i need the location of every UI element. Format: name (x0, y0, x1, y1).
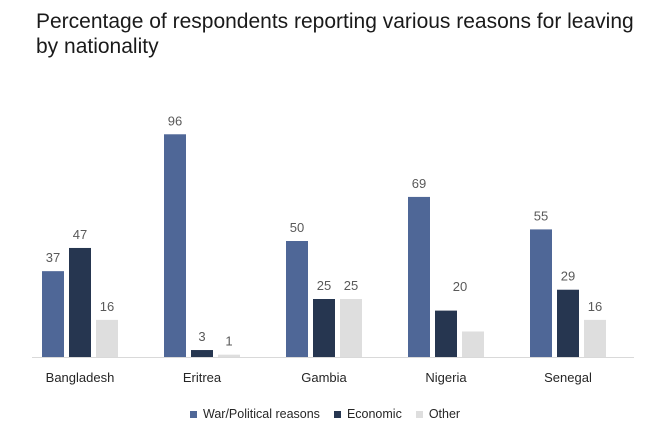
bar-eritrea-war-political-reasons (164, 134, 186, 357)
data-label-bangladesh-economic: 47 (73, 227, 87, 242)
data-label-eritrea-war-political-reasons: 96 (168, 113, 182, 128)
bar-senegal-war-political-reasons (530, 229, 552, 357)
extra-label-nigeria: 20 (453, 279, 467, 294)
bar-gambia-war-political-reasons (286, 241, 308, 357)
bar-nigeria-other (462, 331, 484, 357)
chart-title: Percentage of respondents reporting vari… (36, 10, 634, 58)
data-label-senegal-other: 16 (588, 299, 602, 314)
legend-swatch-war-political (190, 410, 197, 418)
bar-gambia-economic (313, 299, 335, 357)
bar-nigeria-war-political-reasons (408, 196, 430, 357)
legend: War/Political reasons Economic Other (190, 405, 474, 423)
legend-label-economic: Economic (346, 407, 402, 421)
data-label-nigeria-war-political-reasons: 69 (412, 176, 426, 191)
data-label-bangladesh-other: 16 (100, 299, 114, 314)
data-label-senegal-war-political-reasons: 55 (534, 208, 548, 223)
category-label-senegal: Senegal (544, 370, 592, 385)
legend-label-war-political: War/Political reasons (203, 407, 320, 421)
legend-item-economic: Economic (333, 407, 402, 421)
bar-senegal-economic (557, 289, 579, 357)
category-label-eritrea: Eritrea (183, 370, 222, 385)
legend-swatch-economic (333, 410, 341, 418)
category-label-nigeria: Nigeria (425, 370, 467, 385)
data-label-gambia-economic: 25 (317, 278, 331, 293)
data-label-bangladesh-war-political-reasons: 37 (46, 250, 60, 265)
bar-bangladesh-other (96, 319, 118, 357)
data-label-eritrea-other: 1 (225, 334, 232, 349)
data-label-senegal-economic: 29 (561, 269, 575, 284)
category-label-bangladesh: Bangladesh (46, 370, 115, 385)
legend-item-war-political: War/Political reasons (190, 407, 320, 421)
bar-bangladesh-economic (69, 247, 91, 357)
bar-nigeria-economic (435, 310, 457, 357)
bar-bangladesh-war-political-reasons (42, 271, 64, 357)
data-label-gambia-other: 25 (344, 278, 358, 293)
bar-gambia-other (340, 299, 362, 357)
data-label-eritrea-economic: 3 (198, 329, 205, 344)
legend-swatch-other (415, 410, 423, 418)
data-label-gambia-war-political-reasons: 50 (290, 220, 304, 235)
bar-eritrea-economic (191, 350, 213, 357)
bar-eritrea-other (218, 354, 240, 357)
legend-item-other: Other (415, 407, 461, 421)
category-label-gambia: Gambia (301, 370, 347, 385)
legend-label-other: Other (428, 407, 461, 421)
bar-senegal-other (584, 319, 606, 357)
